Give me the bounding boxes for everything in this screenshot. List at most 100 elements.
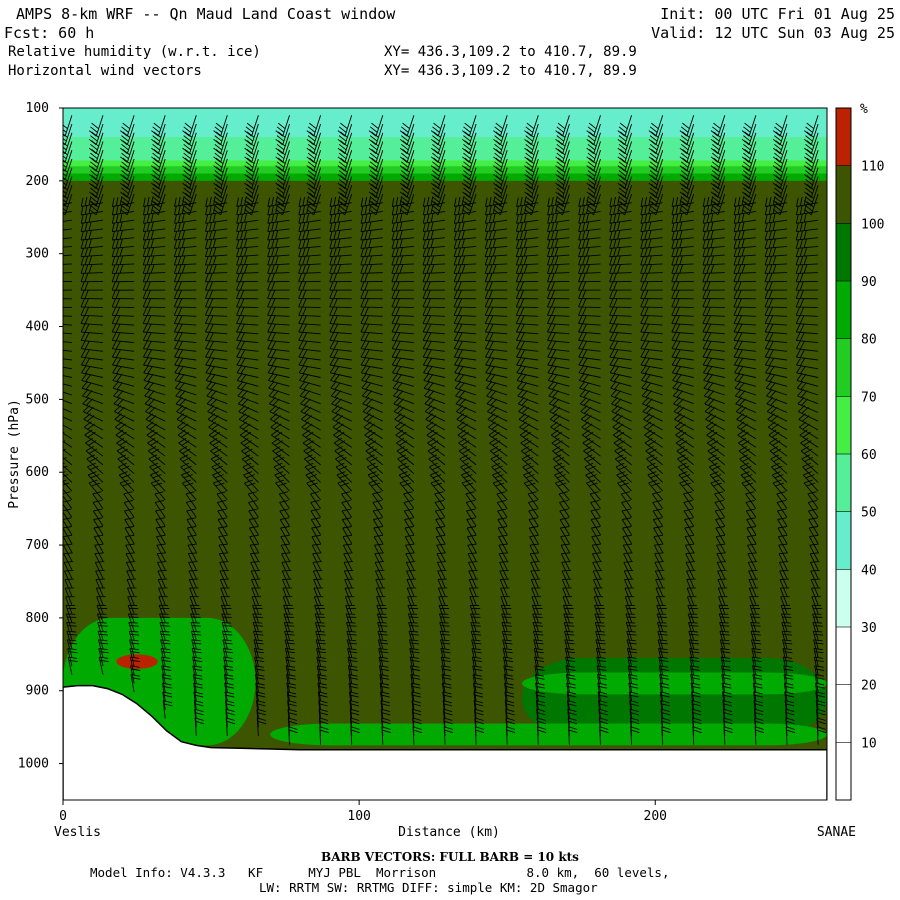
wind-barb [85, 437, 104, 457]
wind-barb [609, 298, 632, 309]
wind-barb [181, 471, 197, 492]
wind-barb [764, 221, 788, 233]
wind-barb [702, 289, 725, 300]
wind-barb [617, 158, 633, 181]
wind-barb [804, 167, 819, 190]
wind-barb [738, 437, 757, 457]
wind-barb [391, 230, 414, 241]
wind-barb [458, 437, 477, 457]
wind-barb [702, 273, 725, 283]
wind-barb [547, 204, 570, 216]
wind-barb [302, 429, 321, 448]
wind-barb [329, 238, 352, 249]
wind-barb [306, 193, 322, 216]
wind-barb [361, 372, 383, 387]
wind-barb [453, 348, 477, 361]
wind-barb [641, 388, 663, 405]
wind-barb [459, 454, 477, 475]
wind-barb [516, 348, 539, 361]
wind-barb [578, 289, 601, 300]
wind-barb [741, 193, 757, 216]
wind-barb [244, 167, 259, 190]
wind-barb [615, 462, 632, 483]
wind-barb [151, 176, 166, 198]
colorbar-swatch [836, 511, 851, 570]
wind-barb [236, 221, 259, 233]
wind-barb [399, 132, 415, 155]
wind-barb [306, 167, 322, 190]
wind-barb [733, 264, 756, 274]
wind-barb [484, 332, 508, 344]
wind-barb [547, 348, 570, 361]
wind-barb [111, 238, 135, 249]
wind-barb [173, 264, 197, 274]
wind-barb [116, 446, 135, 466]
wind-barb [741, 167, 757, 190]
wind-barb [515, 247, 539, 258]
wind-barb [614, 446, 632, 466]
wind-barb [329, 213, 352, 224]
wind-barb [524, 193, 539, 216]
wind-barb [337, 158, 353, 181]
wind-barb [516, 365, 539, 378]
wind-barb [702, 255, 725, 266]
wind-barb [578, 332, 601, 344]
wind-barb [484, 255, 508, 266]
wind-barb [546, 264, 570, 274]
wind-barb [611, 396, 632, 413]
wind-barb [173, 230, 197, 241]
wind-barb [548, 388, 570, 405]
wind-barb [462, 141, 477, 163]
wind-barb [120, 158, 135, 181]
wind-barb [360, 230, 383, 241]
wind-barb [640, 340, 663, 352]
wind-barb [112, 380, 135, 396]
wind-barb [142, 247, 166, 258]
wind-barb [524, 167, 539, 190]
wind-barb [111, 213, 135, 224]
y-tick-label: 700 [26, 538, 49, 553]
wind-barb [764, 298, 788, 309]
wind-barb [641, 380, 663, 396]
wind-barb [733, 204, 756, 216]
wind-barb [360, 264, 383, 274]
wind-barb [769, 446, 788, 466]
wind-barb [800, 437, 819, 457]
wind-barb [764, 357, 788, 370]
wind-barb [555, 193, 570, 216]
wind-barb [337, 141, 353, 163]
wind-barb [368, 158, 384, 181]
wind-barb [275, 150, 290, 172]
left-endpoint-label: Veslis [54, 825, 101, 840]
wind-barb [329, 230, 352, 241]
wind-barb [671, 255, 694, 266]
wind-barb [111, 264, 135, 274]
wind-barb [236, 238, 259, 249]
wind-barb [87, 462, 104, 483]
wind-barb [733, 247, 756, 258]
wind-barb [173, 332, 197, 344]
wind-barb [213, 123, 228, 146]
wind-barb [524, 185, 539, 207]
wind-barb [360, 357, 383, 370]
wind-barb [422, 230, 446, 241]
wind-barb [360, 273, 383, 283]
wind-barb [364, 429, 384, 448]
wind-barb [111, 340, 135, 352]
wind-barb [515, 332, 539, 344]
wind-barb [360, 213, 383, 224]
wind-barb [63, 454, 73, 475]
wind-barb [173, 298, 197, 309]
wind-barb [609, 365, 632, 378]
wind-barb [391, 289, 414, 300]
wind-barb [151, 132, 166, 155]
wind-barb [516, 357, 539, 370]
wind-barb [454, 365, 477, 378]
wind-barb [484, 298, 508, 309]
wind-barb [692, 726, 702, 745]
wind-barb [795, 340, 819, 352]
wind-barb [585, 471, 601, 492]
wind-barb [733, 230, 756, 241]
wind-barb [555, 141, 570, 163]
